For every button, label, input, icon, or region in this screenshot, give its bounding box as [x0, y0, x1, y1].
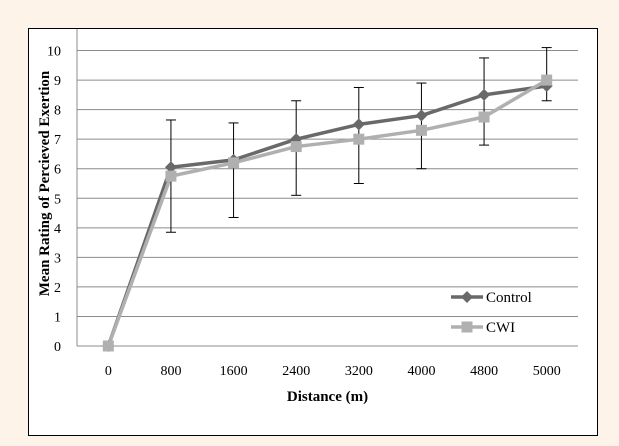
- y-tick-label: 4: [54, 222, 61, 237]
- legend-marker-control: [461, 291, 473, 303]
- x-axis-ticks: 0 800 1600 2400 3200 4000 4800 5000: [105, 364, 561, 379]
- legend-marker-cwi: [461, 321, 473, 333]
- x-tick-label: 4800: [470, 364, 498, 379]
- x-tick-label: 4000: [407, 364, 435, 379]
- x-tick-label: 1600: [220, 364, 248, 379]
- y-axis-title: Mean Rating of Percieved Exertion: [37, 70, 53, 296]
- series-lines: [102, 74, 553, 352]
- x-tick-label: 800: [160, 364, 181, 379]
- data-point-control: [352, 118, 365, 131]
- line-chart: 0 1 2 3 4 5 6 7 8 9 10 11 0 800 1600 2400 3200 4000 4800 5…: [37, 29, 578, 405]
- x-tick-label: 5000: [533, 364, 561, 379]
- data-point-cwi: [165, 170, 177, 182]
- data-point-control: [290, 133, 303, 146]
- y-tick-label: 7: [54, 133, 61, 148]
- error-bars: [165, 47, 552, 233]
- y-tick-label: 8: [54, 104, 61, 119]
- series-line-control: [106, 84, 547, 347]
- x-tick-label: 3200: [345, 364, 373, 379]
- data-point-control: [478, 88, 491, 101]
- y-axis-ticks: 0 1 2 3 4 5 6 7 8 9 10 11: [47, 29, 61, 355]
- y-tick-label: 3: [54, 251, 61, 266]
- legend: Control CWI: [451, 290, 532, 336]
- data-point-cwi: [353, 133, 365, 145]
- data-point-control: [415, 109, 428, 122]
- y-tick-label: 5: [54, 192, 61, 207]
- y-tick-label: 6: [54, 163, 61, 178]
- y-tick-label: 1: [54, 310, 61, 325]
- x-tick-label: 2400: [282, 364, 310, 379]
- data-point-cwi: [290, 141, 302, 153]
- y-tick-label: 11: [48, 29, 61, 30]
- data-point-cwi: [415, 124, 427, 136]
- y-tick-label: 9: [54, 74, 61, 89]
- legend-label-control: Control: [486, 290, 532, 306]
- y-tick-label: 0: [54, 340, 61, 355]
- x-tick-label: 0: [105, 364, 112, 379]
- x-axis-title: Distance (m): [287, 389, 368, 405]
- chart-frame: 0 1 2 3 4 5 6 7 8 9 10 11 0 800 1600 2400 3200 4000 4800 5…: [28, 28, 598, 436]
- data-point-cwi: [541, 74, 553, 86]
- data-point-control: [164, 161, 177, 174]
- series-line-cwi: [106, 78, 548, 347]
- data-point-cwi: [102, 340, 114, 352]
- legend-label-cwi: CWI: [486, 320, 515, 336]
- y-tick-label: 10: [47, 45, 61, 60]
- y-tick-label: 2: [54, 281, 61, 296]
- data-point-cwi: [228, 157, 240, 169]
- data-point-cwi: [478, 111, 490, 123]
